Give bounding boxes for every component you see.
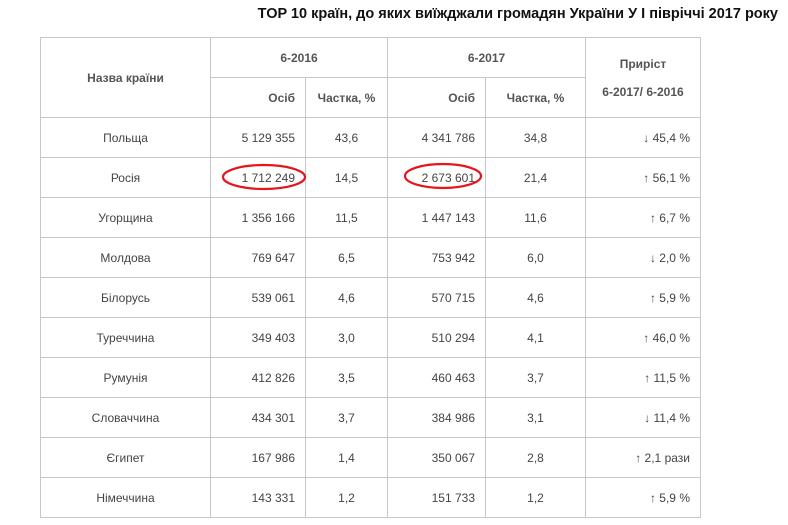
table-cell: Угорщина bbox=[40, 197, 211, 238]
table-cell: 1,2 bbox=[485, 477, 586, 518]
table-cell: 3,0 bbox=[305, 317, 388, 358]
table-cell: 1,4 bbox=[305, 437, 388, 478]
table-cell: 510 294 bbox=[387, 317, 486, 358]
table-row: Польща 5 129 355 43,6 4 341 786 34,8 ↓ 45,4 % bbox=[40, 117, 701, 158]
table-cell: 3,7 bbox=[485, 357, 586, 398]
table-row: Росія 1 712 249 14,5 2 673 601 21,4 ↑ 56,1 % bbox=[40, 157, 701, 198]
table-cell: ↓ 45,4 % bbox=[585, 117, 701, 158]
table-cell: 412 826 bbox=[210, 357, 306, 398]
table-cell: 21,4 bbox=[485, 157, 586, 198]
table-row: Молдова 769 647 6,5 753 942 6,0 ↓ 2,0 % bbox=[40, 237, 701, 278]
table-cell: 753 942 bbox=[387, 237, 486, 278]
header-text: 6-2017/ 6-2016 bbox=[602, 84, 684, 99]
header-cell: Осіб bbox=[387, 77, 486, 118]
table-cell: 11,5 bbox=[305, 197, 388, 238]
header-cell: Приріст 6-2017/ 6-2016 bbox=[585, 37, 701, 118]
table-cell: 4,1 bbox=[485, 317, 586, 358]
table-body: Польща 5 129 355 43,6 4 341 786 34,8 ↓ 45,4 %… bbox=[40, 117, 701, 518]
table-cell: 3,5 bbox=[305, 357, 388, 398]
table-cell: 1 712 249 bbox=[210, 157, 306, 198]
table-cell: 5 129 355 bbox=[210, 117, 306, 158]
table-cell: ↓ 2,0 % bbox=[585, 237, 701, 278]
table-row: Білорусь 539 061 4,6 570 715 4,6 ↑ 5,9 % bbox=[40, 277, 701, 318]
table-cell: 1 356 166 bbox=[210, 197, 306, 238]
table-cell: 4,6 bbox=[485, 277, 586, 318]
header-row: Осіб Частка, % Осіб Частка, % bbox=[41, 77, 701, 118]
table-cell: Росія bbox=[40, 157, 211, 198]
header-cell: Частка, % bbox=[485, 77, 586, 118]
table-cell: 349 403 bbox=[210, 317, 306, 358]
table-cell: 1,2 bbox=[305, 477, 388, 518]
table-cell: 143 331 bbox=[210, 477, 306, 518]
table-cell: ↑ 46,0 % bbox=[585, 317, 701, 358]
header-cell: 6-2016 bbox=[210, 37, 388, 78]
table-cell: 434 301 bbox=[210, 397, 306, 438]
header-cell: Частка, % bbox=[305, 77, 388, 118]
table-row: Німеччина 143 331 1,2 151 733 1,2 ↑ 5,9 % bbox=[40, 477, 701, 518]
table-cell: 350 067 bbox=[387, 437, 486, 478]
table-cell: 2 673 601 bbox=[387, 157, 486, 198]
table-cell: Румунія bbox=[40, 357, 211, 398]
table-cell: 34,8 bbox=[485, 117, 586, 158]
table-cell: ↑ 5,9 % bbox=[585, 277, 701, 318]
table-row: Румунія 412 826 3,5 460 463 3,7 ↑ 11,5 % bbox=[40, 357, 701, 398]
table-cell: 2,8 bbox=[485, 437, 586, 478]
header-text: Приріст bbox=[619, 56, 667, 71]
table-cell: Туреччина bbox=[40, 317, 211, 358]
table-cell: 11,6 bbox=[485, 197, 586, 238]
table-cell: ↑ 56,1 % bbox=[585, 157, 701, 198]
table-cell: 167 986 bbox=[210, 437, 306, 478]
table-cell: ↑ 5,9 % bbox=[585, 477, 701, 518]
header-cell: Осіб bbox=[210, 77, 306, 118]
table-head: Назва країни 6-2016 6-2017 Приріст 6-201… bbox=[40, 37, 701, 118]
page-title: TOP 10 країн, до яких виїжджали громадян… bbox=[257, 6, 778, 22]
table-cell: 14,5 bbox=[305, 157, 388, 198]
table-cell: ↑ 11,5 % bbox=[585, 357, 701, 398]
table-row: Словаччина 434 301 3,7 384 986 3,1 ↓ 11,4 % bbox=[40, 397, 701, 438]
table-cell: Словаччина bbox=[40, 397, 211, 438]
table-row: Єгипет 167 986 1,4 350 067 2,8 ↑ 2,1 рази bbox=[40, 437, 701, 478]
table-cell: 570 715 bbox=[387, 277, 486, 318]
table-cell: 43,6 bbox=[305, 117, 388, 158]
table-row: Угорщина 1 356 166 11,5 1 447 143 11,6 ↑ 6,7 … bbox=[40, 197, 701, 238]
table-cell: 769 647 bbox=[210, 237, 306, 278]
data-table: Назва країни 6-2016 6-2017 Приріст 6-201… bbox=[40, 37, 701, 518]
table-cell: Білорусь bbox=[40, 277, 211, 318]
table-cell: 3,1 bbox=[485, 397, 586, 438]
table-cell: Єгипет bbox=[40, 437, 211, 478]
table-cell: ↓ 11,4 % bbox=[585, 397, 701, 438]
header-cell: 6-2017 bbox=[387, 37, 586, 78]
table-cell: 6,5 bbox=[305, 237, 388, 278]
table-cell: 4 341 786 bbox=[387, 117, 486, 158]
table-cell: Польща bbox=[40, 117, 211, 158]
table-cell: 460 463 bbox=[387, 357, 486, 398]
table-cell: 3,7 bbox=[305, 397, 388, 438]
table-cell: ↑ 6,7 % bbox=[585, 197, 701, 238]
table-cell: 6,0 bbox=[485, 237, 586, 278]
table-cell: Німеччина bbox=[40, 477, 211, 518]
table-cell: ↑ 2,1 рази bbox=[585, 437, 701, 478]
table-cell: 4,6 bbox=[305, 277, 388, 318]
table-row: Туреччина 349 403 3,0 510 294 4,1 ↑ 46,0 % bbox=[40, 317, 701, 358]
table-cell: 1 447 143 bbox=[387, 197, 486, 238]
table-cell: 539 061 bbox=[210, 277, 306, 318]
header-row: Назва країни 6-2016 6-2017 Приріст 6-201… bbox=[40, 37, 701, 118]
table-cell: 151 733 bbox=[387, 477, 486, 518]
table-cell: 384 986 bbox=[387, 397, 486, 438]
header-cell: Назва країни bbox=[40, 37, 211, 118]
table-cell: Молдова bbox=[40, 237, 211, 278]
